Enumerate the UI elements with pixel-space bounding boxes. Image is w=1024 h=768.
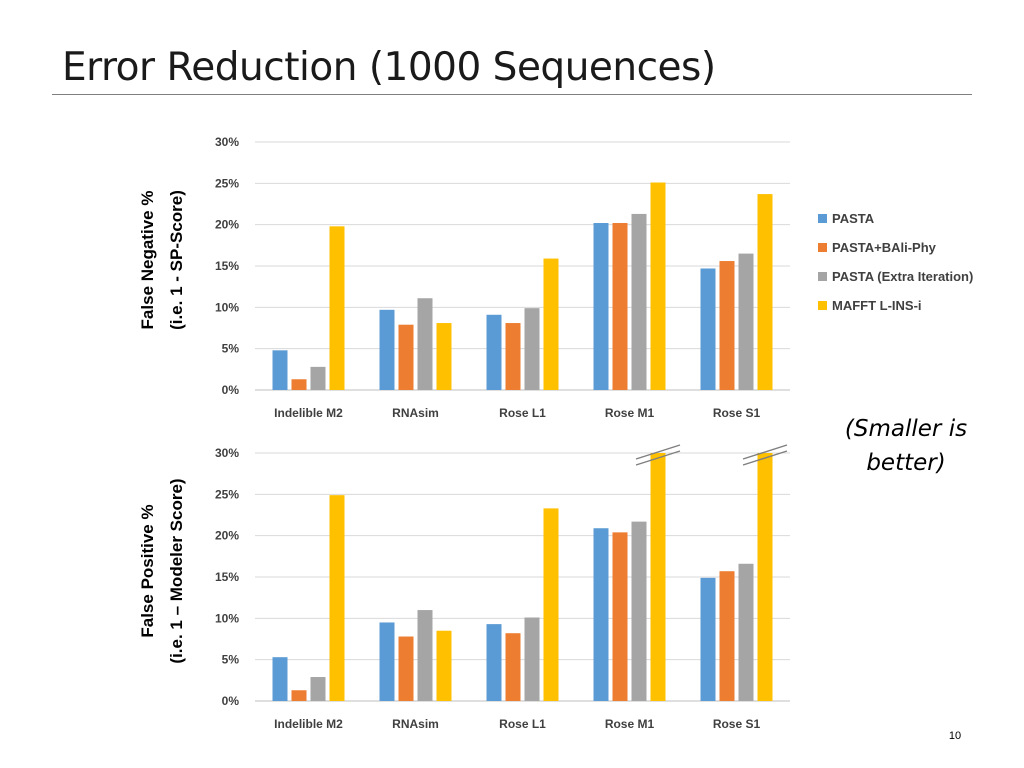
chart1-bar-rnasim-pasta-extra-iteration: [417, 298, 433, 390]
chart2-bar-rnasim-pasta-extra-iteration: [417, 610, 433, 701]
page-number: 10: [948, 730, 962, 742]
chart1-ytick-label: 20%: [215, 218, 239, 232]
legend-label-pasta-bali-phy: PASTA+BAli-Phy: [832, 240, 937, 255]
chart2-bar-rose-l1-pasta-extra-iteration: [524, 617, 540, 701]
chart1-bar-rnasim-pasta: [379, 309, 395, 390]
legend-swatch-pasta: [818, 214, 827, 223]
chart2-ylabel-line-1: False Positive %: [138, 504, 157, 637]
chart2-ytick-label: 0%: [222, 694, 240, 708]
chart2-ytick-label: 15%: [215, 570, 239, 584]
chart2-category-label: Rose L1: [499, 717, 546, 731]
chart1-bar-rose-l1-mafft-l-ins-i: [543, 258, 559, 390]
chart2-bar-rose-s1-pasta-extra-iteration: [738, 563, 754, 701]
chart1-ytick-label: 15%: [215, 259, 239, 273]
chart2-bar-rose-l1-pasta: [486, 624, 502, 701]
legend-swatch-pasta-extra-iteration: [818, 272, 827, 281]
chart1-bar-indelible-m2-mafft-l-ins-i: [329, 226, 345, 390]
chart1-category-label: Rose S1: [713, 406, 761, 420]
chart1-category-label: Rose L1: [499, 406, 546, 420]
chart2-bar-rose-s1-pasta: [700, 577, 716, 701]
chart1-bar-rose-l1-pasta: [486, 314, 502, 390]
chart1-ytick-label: 10%: [215, 300, 239, 314]
chart2-bar-rose-m1-pasta-bali-phy: [612, 532, 628, 701]
chart2-ylabel-line-2: (i.e. 1 – Modeler Score): [167, 478, 186, 663]
legend-label-pasta: PASTA: [832, 211, 875, 226]
chart2-axis-break-rose-s1: [742, 444, 788, 466]
chart2-bar-rnasim-mafft-l-ins-i: [436, 630, 452, 701]
chart2-category-label: RNAsim: [392, 717, 439, 731]
slide-title: Error Reduction (1000 Sequences): [62, 45, 716, 90]
chart2-bar-indelible-m2-pasta-bali-phy: [291, 690, 307, 701]
chart2-ytick-label: 5%: [222, 653, 240, 667]
chart1-ylabel-line-2: (i.e. 1 - SP-Score): [167, 190, 186, 330]
legend-label-pasta-extra-iteration: PASTA (Extra Iteration): [832, 269, 973, 284]
legend-label-mafft-l-ins-i: MAFFT L-INS-i: [832, 298, 922, 313]
chart1-bar-rose-s1-pasta: [700, 268, 716, 390]
chart2-bar-rose-l1-mafft-l-ins-i: [543, 508, 559, 701]
chart1-category-label: RNAsim: [392, 406, 439, 420]
chart2-bar-indelible-m2-pasta-extra-iteration: [310, 677, 326, 701]
chart1-bar-rose-m1-pasta: [593, 223, 609, 390]
chart2-bar-rose-s1-mafft-l-ins-i: [757, 453, 773, 701]
chart1-bar-indelible-m2-pasta-extra-iteration: [310, 366, 326, 390]
chart2-bar-rose-s1-pasta-bali-phy: [719, 571, 735, 701]
chart1-ytick-label: 0%: [222, 383, 240, 397]
chart1-bar-indelible-m2-pasta-bali-phy: [291, 379, 307, 390]
chart1-bar-rose-m1-pasta-extra-iteration: [631, 213, 647, 390]
chart2-ytick-label: 30%: [215, 446, 239, 460]
chart1-bar-rose-l1-pasta-bali-phy: [505, 323, 521, 390]
chart1-category-label: Rose M1: [605, 406, 655, 420]
chart2-bar-rose-m1-pasta-extra-iteration: [631, 521, 647, 701]
chart1-bar-rose-m1-pasta-bali-phy: [612, 223, 628, 390]
chart1-ytick-label: 5%: [222, 342, 240, 356]
chart2-ytick-label: 10%: [215, 611, 239, 625]
chart1-bar-rose-m1-mafft-l-ins-i: [650, 182, 666, 390]
chart2-bar-indelible-m2-pasta: [272, 657, 288, 701]
chart1-bar-rose-s1-pasta-extra-iteration: [738, 253, 754, 390]
chart2-bar-indelible-m2-mafft-l-ins-i: [329, 495, 345, 701]
chart2-bar-rose-l1-pasta-bali-phy: [505, 633, 521, 701]
title-divider: [52, 94, 972, 95]
chart1-ytick-label: 25%: [215, 176, 239, 190]
chart2-category-label: Rose S1: [713, 717, 761, 731]
chart1-ytick-label: 30%: [215, 135, 239, 149]
legend-swatch-mafft-l-ins-i: [818, 301, 827, 310]
chart1-category-label: Indelible M2: [274, 406, 343, 420]
chart1-bar-rose-s1-mafft-l-ins-i: [757, 194, 773, 390]
chart1-bar-rnasim-mafft-l-ins-i: [436, 323, 452, 390]
smaller-is-better-note: (Smaller is better): [844, 416, 968, 476]
chart2-bar-rnasim-pasta: [379, 622, 395, 701]
chart2-ytick-label: 25%: [215, 487, 239, 501]
chart2-category-label: Indelible M2: [274, 717, 343, 731]
legend-swatch-pasta-bali-phy: [818, 243, 827, 252]
chart1-ylabel-line-1: False Negative %: [138, 191, 157, 330]
chart2-bar-rose-m1-pasta: [593, 528, 609, 701]
chart1-bar-rnasim-pasta-bali-phy: [398, 324, 414, 390]
chart2-category-label: Rose M1: [605, 717, 655, 731]
chart2-ytick-label: 20%: [215, 529, 239, 543]
chart1-bar-rose-s1-pasta-bali-phy: [719, 261, 735, 390]
chart2-bar-rnasim-pasta-bali-phy: [398, 636, 414, 701]
chart2-axis-break-rose-m1: [635, 444, 681, 466]
chart2-bar-rose-m1-mafft-l-ins-i: [650, 453, 666, 701]
chart1-bar-rose-l1-pasta-extra-iteration: [524, 308, 540, 390]
chart1-bar-indelible-m2-pasta: [272, 350, 288, 390]
